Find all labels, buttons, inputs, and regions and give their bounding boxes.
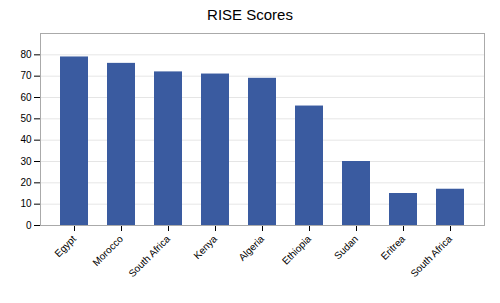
svg-text:80: 80 bbox=[20, 49, 32, 60]
svg-text:Eritrea: Eritrea bbox=[379, 233, 408, 262]
svg-text:40: 40 bbox=[20, 134, 32, 145]
svg-text:South Africa: South Africa bbox=[126, 233, 172, 279]
html-text:RISE Scores: RISE Scores bbox=[207, 6, 293, 23]
svg-text:Egypt: Egypt bbox=[52, 233, 78, 259]
svg-text:South Africa: South Africa bbox=[408, 233, 454, 279]
svg-text:50: 50 bbox=[20, 113, 32, 124]
svg-text:Sudan: Sudan bbox=[332, 233, 360, 261]
svg-text:Kenya: Kenya bbox=[191, 233, 219, 261]
svg-text:70: 70 bbox=[20, 70, 32, 81]
svg-text:0: 0 bbox=[26, 220, 32, 231]
svg-text:60: 60 bbox=[20, 92, 32, 103]
svg-text:Morocco: Morocco bbox=[90, 233, 125, 268]
svg-text:Ethiopia: Ethiopia bbox=[280, 233, 314, 267]
svg-text:Algeria: Algeria bbox=[236, 233, 266, 263]
svg-text:30: 30 bbox=[20, 156, 32, 167]
svg-text:20: 20 bbox=[20, 177, 32, 188]
svg-text:10: 10 bbox=[20, 198, 32, 209]
